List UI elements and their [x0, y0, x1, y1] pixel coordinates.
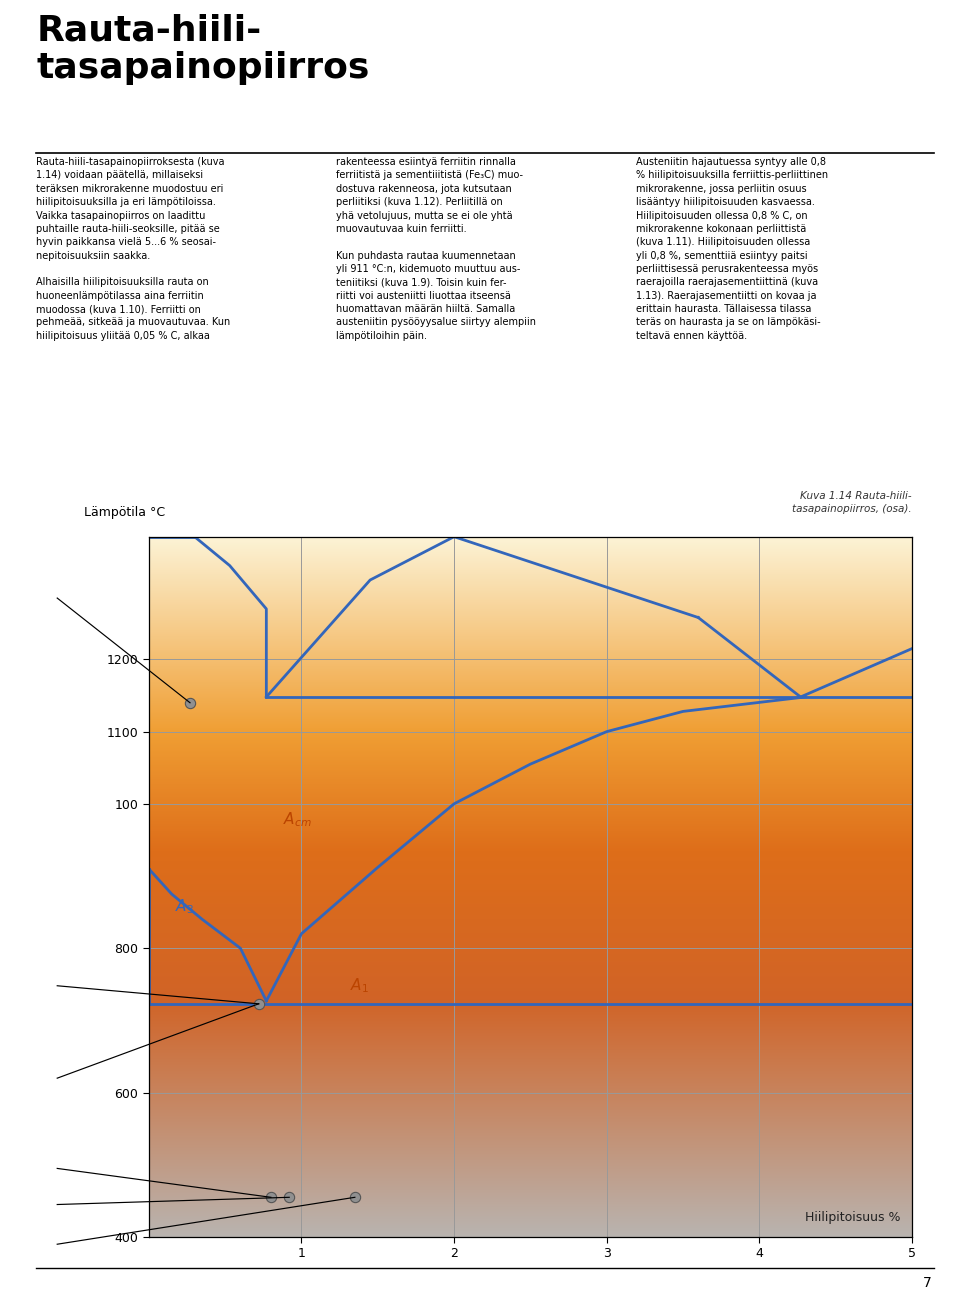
Point [182, 692, 198, 713]
Text: Kuva 1.14 Rauta-hiili-
tasapainopiirros, (osa).: Kuva 1.14 Rauta-hiili- tasapainopiirros,… [792, 491, 912, 514]
Point [263, 1187, 278, 1208]
Text: $A_1$: $A_1$ [350, 977, 370, 995]
Text: Lämpötila °C: Lämpötila °C [84, 507, 165, 520]
Point [251, 994, 266, 1014]
Text: 7: 7 [923, 1276, 931, 1289]
Text: Austeniitin hajautuessa syntyy alle 0,8
% hiilipitoisuuksilla ferriittis-perliit: Austeniitin hajautuessa syntyy alle 0,8 … [636, 157, 828, 340]
Text: rakenteessa esiintyä ferriitin rinnalla
ferriitistä ja sementiiitistä (Fe₃C) muo: rakenteessa esiintyä ferriitin rinnalla … [336, 157, 536, 340]
Text: Rauta-hiili-
tasapainopiirros: Rauta-hiili- tasapainopiirros [36, 13, 370, 85]
Text: Rauta-hiili-tasapainopiirroksesta (kuva
1.14) voidaan päätellä, millaiseksi
terä: Rauta-hiili-tasapainopiirroksesta (kuva … [36, 157, 230, 340]
Text: Hiilipitoisuus %: Hiilipitoisuus % [805, 1211, 900, 1224]
Text: $A_{cm}$: $A_{cm}$ [283, 810, 312, 829]
Point [348, 1187, 363, 1208]
Text: $A_3$: $A_3$ [175, 897, 194, 916]
Point [281, 1187, 297, 1208]
